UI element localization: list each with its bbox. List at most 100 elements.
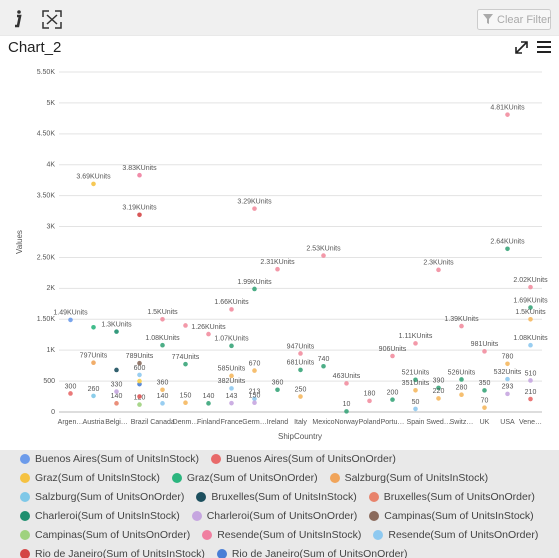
y-tick-label: 2.50K: [37, 254, 56, 261]
data-label: 510: [525, 370, 537, 377]
data-label: 250: [295, 386, 307, 393]
point: [229, 343, 234, 349]
legend-item[interactable]: Graz(Sum of UnitsInStock): [20, 468, 160, 487]
legend-item[interactable]: Charleroi(Sum of UnitsOnOrder): [191, 506, 357, 525]
data-label: 293: [502, 384, 514, 391]
x-tick-label: Norway: [335, 419, 359, 426]
data-label: 981Units: [471, 341, 499, 348]
data-label: 50: [412, 399, 420, 406]
y-tick-label: 4.50K: [37, 131, 56, 138]
data-label: 670: [249, 360, 261, 367]
legend-item[interactable]: Rio de Janeiro(Sum of UnitsOnOrder): [216, 544, 408, 558]
legend-item[interactable]: Charleroi(Sum of UnitsInStock): [20, 506, 180, 525]
legend-swatch: [216, 548, 227, 558]
data-label: 463Units: [333, 373, 361, 380]
legend-item[interactable]: Campinas(Sum of UnitsInStock): [369, 506, 534, 525]
legend-item[interactable]: Rio de Janeiro(Sum of UnitsInStock): [20, 544, 205, 558]
legend-label: Salzburg(Sum of UnitsInStock): [344, 471, 489, 484]
point: [160, 342, 165, 348]
data-label: 213: [249, 389, 261, 396]
menu-icon[interactable]: [537, 41, 551, 53]
data-label: 2.53KUnits: [306, 245, 341, 252]
legend-item[interactable]: Bruxelles(Sum of UnitsOnOrder): [368, 487, 535, 506]
legend-swatch: [373, 529, 384, 540]
legend-item[interactable]: Buenos Aires(Sum of UnitsInStock): [20, 449, 199, 468]
point: [459, 323, 464, 329]
focus-icon[interactable]: [42, 10, 62, 29]
data-label: 681Units: [287, 360, 315, 367]
legend-label: Rio de Janeiro(Sum of UnitsOnOrder): [231, 547, 408, 558]
legend-label: Bruxelles(Sum of UnitsOnOrder): [383, 490, 535, 503]
y-tick-label: 1.50K: [37, 316, 56, 323]
point: [137, 394, 142, 399]
data-label: 2.02KUnits: [513, 277, 548, 284]
legend-label: Buenos Aires(Sum of UnitsInStock): [35, 452, 199, 465]
data-label: 1.08KUnits: [513, 335, 548, 342]
info-icon[interactable]: [15, 10, 22, 28]
point: [344, 381, 349, 386]
point: [528, 396, 533, 402]
data-label: 180: [364, 391, 376, 398]
data-label: 260: [88, 386, 100, 393]
point: [137, 372, 142, 378]
legend-label: Campinas(Sum of UnitsInStock): [384, 509, 534, 522]
data-label: 2.64KUnits: [490, 239, 525, 246]
x-tick-label: Italy: [294, 419, 307, 426]
data-label: 1.39KUnits: [444, 316, 479, 323]
point: [114, 329, 119, 334]
data-label: 330: [111, 381, 123, 388]
point: [482, 349, 487, 354]
x-tick-label: Vene…: [519, 419, 542, 426]
data-label: 906Units: [379, 346, 407, 353]
data-label: 1.08KUnits: [145, 335, 180, 342]
data-label: 1.99KUnits: [237, 279, 272, 286]
legend-item[interactable]: Resende(Sum of UnitsOnOrder): [373, 525, 538, 544]
point: [114, 389, 119, 394]
data-label: 210: [525, 389, 537, 396]
y-tick-label: 5K: [46, 100, 55, 107]
point: [68, 317, 73, 323]
point: [459, 377, 464, 382]
legend-swatch: [20, 453, 30, 464]
legend-swatch: [171, 472, 182, 483]
x-tick-label: UK: [480, 419, 490, 426]
legend-label: Graz(Sum of UnitsOnOrder): [186, 471, 318, 484]
legend-label: Rio de Janeiro(Sum of UnitsInStock): [35, 547, 205, 558]
toolbar: [0, 0, 559, 35]
legend-item[interactable]: Bruxelles(Sum of UnitsInStock): [196, 487, 357, 506]
x-tick-label: Poland: [359, 419, 381, 426]
legend-item[interactable]: Resende(Sum of UnitsInStock): [202, 525, 361, 544]
legend-item[interactable]: Campinas(Sum of UnitsOnOrder): [20, 525, 190, 544]
legend-swatch: [20, 529, 30, 540]
legend-label: Bruxelles(Sum of UnitsInStock): [211, 490, 357, 503]
legend-label: Resende(Sum of UnitsInStock): [217, 528, 362, 541]
x-tick-label: Denm…: [173, 419, 199, 426]
point: [528, 378, 533, 383]
data-label: 1.3KUnits: [101, 321, 132, 328]
data-label: 1.5KUnits: [515, 309, 546, 316]
x-tick-label: USA: [500, 419, 515, 426]
point: [252, 368, 257, 373]
point: [252, 400, 257, 406]
legend-item[interactable]: Graz(Sum of UnitsOnOrder): [171, 468, 318, 487]
x-tick-label: Spain: [407, 419, 425, 426]
expand-icon[interactable]: [515, 41, 528, 54]
x-tick-label: Austria: [83, 419, 105, 426]
data-label: 220: [433, 388, 445, 395]
legend-item[interactable]: Salzburg(Sum of UnitsInStock): [329, 468, 489, 487]
data-label: 140: [157, 393, 169, 400]
clear-filter-button[interactable]: Clear Filter: [477, 9, 552, 30]
legend-item[interactable]: Buenos Aires(Sum of UnitsOnOrder): [211, 449, 396, 468]
legend-swatch: [368, 491, 379, 502]
legend-swatch: [20, 510, 30, 521]
point: [229, 307, 234, 312]
data-label: 780: [502, 354, 514, 361]
point: [413, 406, 418, 412]
chart: Clear Filter Chart_2 Values ShipCountry …: [0, 0, 559, 450]
legend-item[interactable]: Salzburg(Sum of UnitsOnOrder): [20, 487, 184, 506]
point: [459, 392, 464, 397]
point: [436, 267, 441, 273]
point: [321, 253, 326, 258]
point: [160, 316, 165, 322]
point: [413, 377, 418, 383]
